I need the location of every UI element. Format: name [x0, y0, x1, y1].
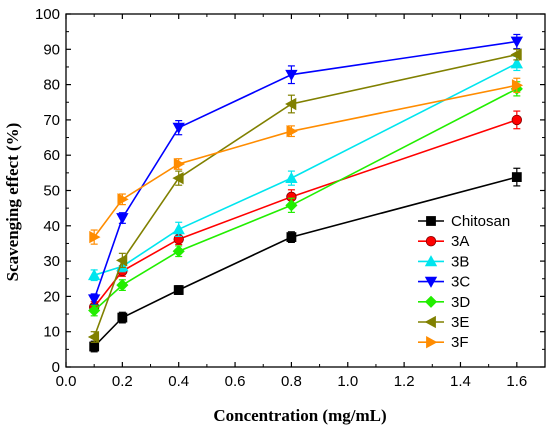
plot-area — [87, 33, 524, 353]
legend-marker — [424, 315, 436, 329]
legend-item-3b: 3B — [418, 253, 469, 270]
y-tick-label: 40 — [43, 218, 60, 235]
x-tick-label: 0.0 — [56, 373, 77, 390]
series-3f — [89, 77, 524, 245]
y-tick-label: 70 — [43, 112, 60, 129]
legend-item-3c: 3C — [418, 274, 470, 291]
data-point — [89, 230, 101, 244]
y-tick-label: 100 — [35, 6, 60, 23]
data-point — [172, 222, 185, 235]
x-tick-label: 1.6 — [506, 373, 527, 390]
x-axis-title: Concentration (mg/mL) — [213, 406, 386, 425]
legend-item-3d: 3D — [418, 294, 470, 311]
data-point — [286, 125, 298, 138]
series-3c — [87, 33, 524, 306]
legend-item-3a: 3A — [418, 233, 469, 250]
data-point — [510, 48, 522, 61]
data-point — [116, 279, 129, 292]
legend: Chitosan 3A 3B 3C 3D 3E 3F — [418, 213, 510, 351]
legend-marker — [426, 336, 438, 349]
legend-label: 3F — [451, 334, 469, 351]
data-point — [117, 312, 128, 323]
x-tick-label: 0.8 — [281, 373, 302, 390]
y-tick-label: 60 — [43, 147, 60, 164]
axes: 0.0 0.2 0.4 0.6 0.8 1.0 1.2 1.4 1.6 0 10 20 30 40 50 60… — [35, 6, 546, 390]
data-point — [117, 193, 129, 206]
data-point — [286, 232, 297, 242]
data-point — [173, 157, 186, 171]
data-point — [511, 172, 522, 182]
series-3e — [87, 48, 522, 344]
data-point — [87, 268, 101, 281]
data-point — [511, 79, 524, 92]
legend-marker — [425, 235, 437, 247]
legend-label: 3A — [451, 233, 469, 250]
data-point — [89, 341, 100, 352]
x-tick-label: 0.2 — [112, 373, 133, 390]
legend-marker — [424, 255, 438, 267]
series-chitosan — [89, 167, 522, 353]
data-point — [116, 254, 128, 267]
data-point — [116, 213, 129, 225]
legend-label: 3D — [451, 294, 470, 311]
x-tick-label: 1.2 — [394, 373, 415, 390]
legend-marker — [424, 295, 438, 308]
legend-label: 3E — [451, 314, 469, 331]
data-point — [510, 57, 524, 69]
y-axis-title: Scavenging effect (%) — [3, 123, 22, 282]
x-tick-label: 0.6 — [225, 373, 246, 390]
legend-marker — [426, 216, 436, 226]
y-tick-label: 80 — [43, 77, 60, 94]
y-tick-label: 20 — [43, 288, 60, 305]
x-tick-label: 1.0 — [337, 373, 358, 390]
legend-label: 3C — [451, 274, 470, 291]
data-point — [172, 122, 185, 134]
data-point — [87, 294, 101, 306]
legend-item-chitosan: Chitosan — [418, 213, 510, 230]
data-point — [172, 245, 185, 258]
y-tick-label: 0 — [52, 359, 60, 376]
data-point — [172, 171, 184, 185]
legend-item-3f: 3F — [418, 334, 469, 351]
legend-marker — [424, 276, 438, 288]
data-point — [285, 69, 298, 82]
y-tick-label: 50 — [43, 183, 60, 200]
legend-label: 3B — [451, 253, 469, 270]
legend-item-3e: 3E — [418, 314, 469, 331]
data-point — [88, 304, 101, 317]
data-point — [511, 114, 523, 126]
x-tick-label: 1.4 — [450, 373, 471, 390]
x-tick-label: 0.4 — [168, 373, 189, 390]
series-3b — [87, 55, 524, 282]
data-point — [510, 36, 524, 48]
y-tick-label: 30 — [43, 253, 60, 270]
legend-label: Chitosan — [451, 213, 510, 230]
data-point — [285, 171, 298, 184]
y-tick-label: 10 — [43, 324, 60, 341]
data-point — [87, 330, 100, 344]
data-point — [173, 285, 184, 295]
data-point — [285, 97, 297, 111]
data-point — [285, 199, 298, 212]
y-tick-label: 90 — [43, 41, 60, 58]
